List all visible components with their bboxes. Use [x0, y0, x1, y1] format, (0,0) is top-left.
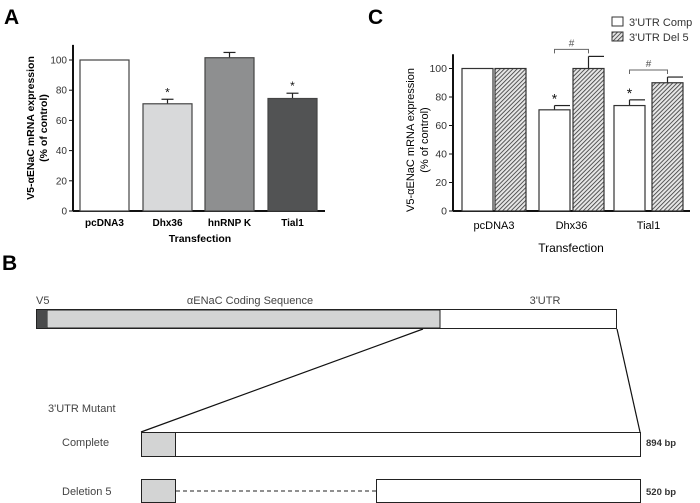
zoom-line-left	[140, 328, 424, 433]
zoom-line-right	[616, 328, 641, 433]
legend-label-del5: 3'UTR Del 5	[629, 32, 689, 44]
comparison-marker: #	[569, 38, 575, 49]
deletion-coding-end	[141, 479, 176, 503]
v5-segment	[37, 310, 47, 328]
bar-dhx36	[142, 103, 193, 212]
bar-tial1-del5	[651, 82, 684, 212]
deletion-utr-bar	[376, 479, 641, 503]
chart-a-ytick-label: 80	[56, 86, 68, 97]
chart-a-ytick-label: 40	[56, 146, 68, 157]
legend-swatch-del5	[611, 31, 624, 42]
x-tick-label: Tial1	[637, 220, 660, 232]
chart-a-ylabel2: (% of control)	[38, 94, 50, 162]
x-tick-label: Tial1	[281, 218, 304, 229]
chart-a-ytick-label: 0	[61, 207, 67, 218]
x-tick-label: pcDNA3	[85, 218, 124, 229]
comparison-bracket	[554, 48, 589, 54]
bar-pcdna3-comp	[461, 67, 494, 212]
bar-pcdna3	[79, 59, 130, 212]
comparison-marker: #	[646, 59, 652, 70]
complete-label: Complete	[62, 437, 109, 449]
chart-a-ytick-label: 20	[56, 176, 68, 187]
bar-tial1-comp	[613, 104, 646, 212]
significance-marker: *	[290, 79, 295, 93]
chart-c-ytick-label: 40	[435, 149, 447, 161]
v5-label: V5	[36, 295, 49, 307]
mutant-label: 3'UTR Mutant	[48, 403, 116, 415]
chart-a-ylabel: V5-αENaC mRNA expression	[25, 56, 37, 200]
significance-marker: *	[627, 85, 633, 101]
complete-size: 894 bp	[646, 438, 676, 449]
chart-c-xlabel: Transfection	[538, 241, 604, 255]
utr-label: 3'UTR	[530, 295, 561, 307]
bar-hnrnp-k	[204, 57, 255, 212]
chart-c: V5-αENaC mRNA expression (% of control) …	[405, 16, 692, 255]
bar-dhx36-del5	[572, 67, 605, 212]
panel-label-b: B	[2, 252, 17, 275]
significance-marker: *	[165, 85, 170, 99]
bar-dhx36-comp	[538, 109, 571, 212]
deletion-size: 520 bp	[646, 487, 676, 498]
construct-diagram: V5 αENaC Coding Sequence 3'UTR 3'UTR Mut…	[36, 295, 676, 503]
panel-label-c: C	[368, 6, 383, 29]
x-tick-label: pcDNA3	[474, 220, 515, 232]
chart-c-ytick-label: 60	[435, 120, 447, 132]
chart-a-ytick-label: 100	[50, 56, 67, 67]
x-tick-label: hnRNP K	[208, 218, 252, 229]
chart-c-ytick-label: 80	[435, 92, 447, 104]
significance-marker: *	[552, 91, 558, 107]
chart-a: V5-αENaC mRNA expression (% of control) …	[25, 44, 325, 245]
legend-swatch-comp	[611, 16, 624, 27]
chart-a-xlabel: Transfection	[169, 233, 231, 245]
chart-a-ytick-label: 60	[56, 116, 68, 127]
complete-utr-bar	[141, 432, 641, 457]
legend-label-comp: 3'UTR Comp	[629, 17, 692, 29]
coding-label: αENaC Coding Sequence	[187, 295, 313, 307]
comparison-bracket	[629, 69, 668, 75]
chart-c-ylabel2: (% of control)	[419, 107, 431, 172]
panel-label-a: A	[4, 6, 19, 29]
chart-c-ytick-label: 0	[441, 206, 447, 218]
chart-c-ytick-label: 20	[435, 177, 447, 189]
chart-c-ytick-label: 100	[429, 63, 447, 75]
deletion-label: Deletion 5	[62, 486, 112, 498]
x-tick-label: Dhx36	[152, 218, 182, 229]
x-tick-label: Dhx36	[556, 220, 588, 232]
chart-c-ylabel: V5-αENaC mRNA expression	[405, 68, 417, 212]
complete-coding-end	[141, 432, 176, 457]
coding-segment	[46, 309, 441, 329]
bar-tial1	[267, 97, 318, 212]
bar-pcdna3-del5	[494, 67, 527, 212]
